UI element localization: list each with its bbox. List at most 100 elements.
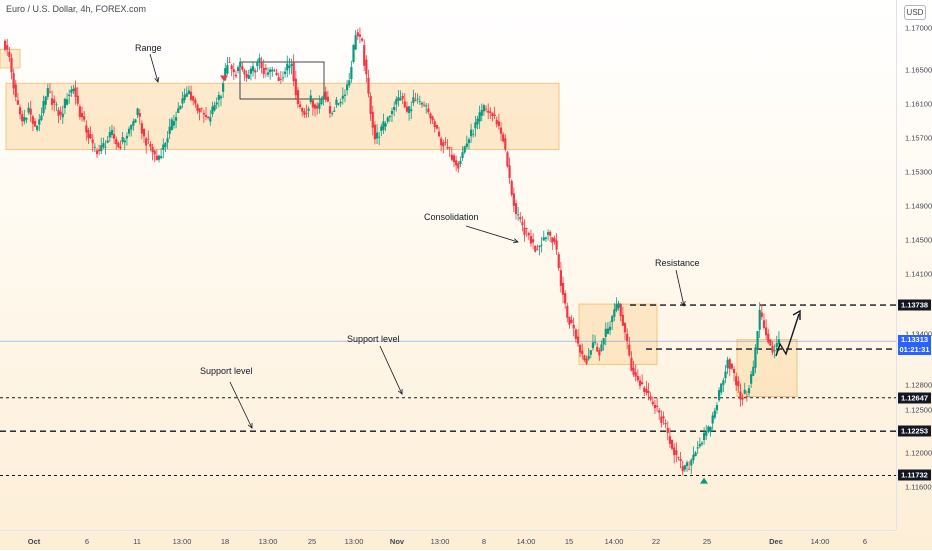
candle-body (21, 114, 24, 122)
price-tick-label: 1.15700 (905, 133, 932, 143)
candle-body (350, 67, 353, 79)
currency-button[interactable]: USD (904, 5, 926, 20)
candle-body (100, 145, 103, 152)
candle-body (544, 237, 548, 239)
candle-body (112, 134, 116, 139)
candle-body (619, 304, 622, 317)
projection-arrow-icon (792, 309, 801, 320)
candle-body (540, 244, 543, 246)
time-tick-label: 14:00 (516, 537, 536, 546)
candle-body (641, 382, 644, 384)
time-tick-label: 6 (84, 537, 90, 546)
candle-body (754, 347, 757, 368)
time-tick-label: 15 (564, 537, 574, 546)
candle-body (301, 108, 304, 112)
time-tick-label: 6 (862, 537, 868, 546)
candle-body (715, 405, 719, 411)
candle-body (386, 117, 389, 122)
candle-body (579, 344, 582, 353)
candle-body (61, 113, 64, 118)
candle-body (760, 312, 763, 317)
time-scale[interactable] (0, 530, 896, 551)
candle-body (591, 342, 595, 349)
candle-body (367, 77, 370, 94)
candle-body (390, 110, 394, 115)
candle-body (756, 331, 759, 350)
candle-body (215, 102, 218, 105)
candle-body (260, 62, 263, 69)
time-tick-label: 13:00 (172, 537, 192, 546)
candle-body (574, 329, 577, 339)
candle-body (666, 427, 669, 433)
candle-body (42, 100, 45, 113)
candle-body (226, 65, 229, 74)
candle-body (14, 84, 17, 97)
candle-body (288, 65, 291, 69)
candle-body (12, 73, 15, 89)
candle-body (40, 115, 43, 120)
candle-body (104, 146, 107, 148)
candle-body (681, 466, 684, 472)
candle-body (410, 109, 413, 112)
candle-body (568, 316, 571, 325)
candle-body (724, 371, 727, 379)
candle-body (613, 309, 616, 317)
candle-body (645, 389, 648, 393)
price-tick-label: 1.13400 (905, 329, 932, 339)
candle-body (491, 112, 494, 116)
candle-body (463, 146, 466, 153)
candle-body (658, 410, 661, 413)
candle-body (343, 94, 347, 96)
candle-body (196, 104, 199, 111)
candle-body (307, 108, 310, 111)
price-tick-label: 1.11600 (905, 482, 932, 492)
candle-body (553, 238, 556, 242)
candle-body (59, 111, 62, 115)
candle-body (211, 106, 214, 115)
annotation-range: Range (135, 43, 162, 53)
candle-body (168, 126, 171, 134)
candle-body (243, 70, 246, 75)
candle-body (262, 68, 265, 75)
level-price-badge: 1.13738 (898, 299, 931, 311)
price-chart[interactable] (0, 0, 896, 530)
candle-body (448, 147, 451, 149)
annotation-support-level-lower: Support level (200, 366, 253, 376)
candle-body (711, 415, 714, 424)
candle-body (720, 383, 723, 393)
candle-body (93, 146, 96, 148)
candle-body (576, 336, 580, 344)
candle-body (38, 119, 41, 125)
candle-body (151, 146, 154, 153)
candle-body (773, 350, 776, 352)
arrow-head-icon (512, 238, 519, 244)
price-tick-label: 1.15300 (905, 167, 932, 177)
candle-body (311, 100, 315, 108)
candle-body (630, 357, 633, 371)
candle-body (356, 32, 359, 37)
candle-body (771, 346, 774, 353)
current-price-label: 1.13313 (900, 335, 929, 345)
candle-body (504, 138, 507, 150)
candle-body (668, 436, 672, 444)
candle-body (140, 123, 143, 134)
candle-body (450, 154, 453, 160)
candle-body (115, 139, 118, 145)
candle-body (63, 98, 67, 109)
candle-body (33, 121, 37, 127)
candle-body (119, 146, 122, 149)
candle-body (628, 344, 631, 356)
candle-body (418, 101, 421, 102)
candle-body (647, 391, 650, 394)
annotation-arrow (379, 345, 403, 395)
candle-body (55, 104, 58, 106)
candle-body (98, 149, 101, 152)
candle-body (713, 410, 716, 418)
candle-body (393, 107, 396, 110)
candle-body (219, 96, 223, 99)
candle-body (25, 117, 28, 120)
price-scale[interactable] (896, 0, 932, 530)
candle-body (179, 105, 182, 110)
candle-body (412, 97, 415, 104)
